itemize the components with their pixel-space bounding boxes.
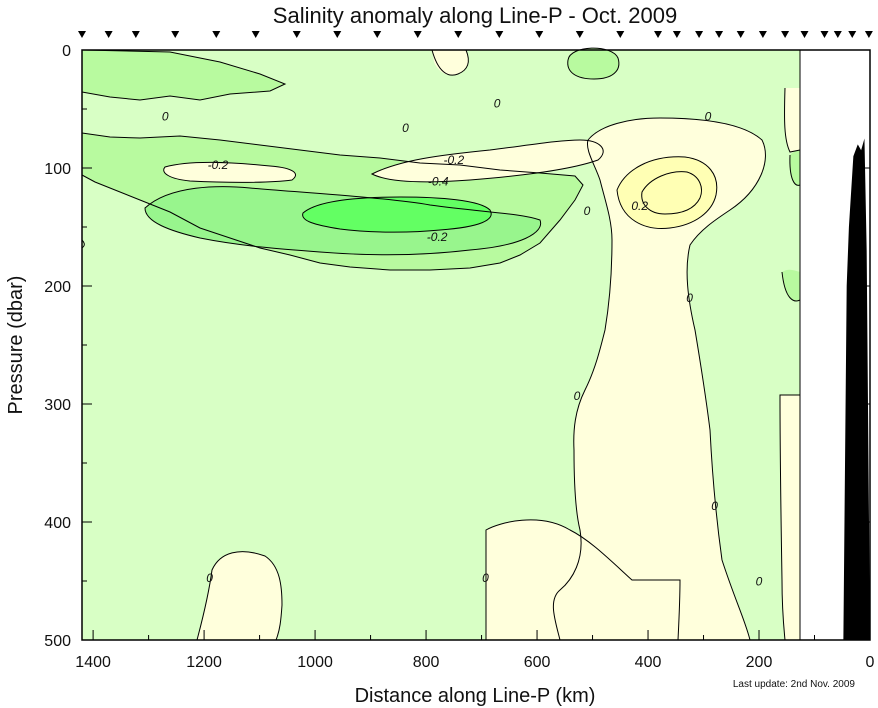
contour-label: 0 [705, 109, 712, 123]
contour-line [302, 196, 492, 233]
station-markers [78, 31, 873, 38]
contour-label: -0.2 [208, 158, 229, 172]
contour-line [196, 551, 283, 641]
contour-label: 0 [162, 109, 169, 123]
y-tick-label: 500 [44, 633, 71, 650]
contour-label: -0.2 [427, 230, 448, 244]
contour-label: 0 [402, 121, 409, 135]
x-tick-label: 1400 [75, 654, 111, 671]
y-tick-label: 100 [44, 161, 71, 178]
contour-line [370, 139, 604, 183]
x-tick-label: 400 [635, 654, 662, 671]
station-marker [695, 31, 704, 38]
contour-line [81, 132, 584, 271]
station-marker [715, 31, 724, 38]
station-marker [292, 31, 301, 38]
x-tick-label: 1000 [297, 654, 333, 671]
y-tick-label: 0 [62, 43, 71, 60]
x-tick-label: 600 [524, 654, 551, 671]
y-tick-label: 200 [44, 279, 71, 296]
station-marker [212, 31, 221, 38]
contour-line [587, 117, 766, 641]
positive-core-ring [641, 171, 702, 214]
station-marker [758, 31, 767, 38]
contour-labels: 0 0 0 0 -0.2 -0.2 -0.4 -0.2 0 0.2 0 0 0 0 0 0 [162, 96, 763, 588]
station-marker [654, 31, 663, 38]
station-marker [848, 31, 857, 38]
right-edge-lower-positive-cell [780, 395, 800, 640]
contour-line [81, 49, 287, 101]
station-marker [800, 31, 809, 38]
y-tick-label: 400 [44, 515, 71, 532]
y-axis-label: Pressure (dbar) [5, 276, 27, 415]
contour-line [144, 186, 542, 256]
contour-line [567, 47, 620, 80]
station-marker [333, 31, 342, 38]
bathymetry [843, 138, 870, 640]
station-marker [575, 31, 584, 38]
station-marker [781, 31, 790, 38]
x-axis-ticks: 1400 1200 1000 800 600 400 200 0 [75, 630, 875, 671]
contour-line [552, 139, 613, 641]
station-marker [495, 31, 504, 38]
contour-line [641, 171, 702, 215]
contour-line [616, 156, 718, 229]
core-negative-band [302, 197, 492, 233]
contour-lines [81, 47, 801, 641]
contour-line [431, 49, 469, 76]
contour-label: 0 [574, 389, 581, 403]
plot-area [82, 48, 800, 640]
contour-label: -0.4 [428, 174, 449, 188]
contour-label: 0 [206, 571, 213, 585]
right-edge-positive-cell [784, 88, 800, 152]
station-marker [78, 31, 86, 38]
station-marker [104, 31, 113, 38]
upper-left-positive-lens [163, 162, 296, 183]
contour-label: 0 [584, 204, 591, 218]
contour-label: 0 [756, 574, 763, 588]
contour-label: 0.2 [631, 199, 648, 213]
station-marker [373, 31, 382, 38]
contour-line [485, 519, 681, 641]
x-tick-label: 1200 [186, 654, 222, 671]
station-marker [820, 31, 829, 38]
station-marker [413, 31, 422, 38]
station-marker [833, 31, 842, 38]
station-marker [672, 31, 681, 38]
contour-label: 0 [482, 571, 489, 585]
x-tick-label: 800 [413, 654, 440, 671]
contour-line [779, 394, 800, 641]
contour-line [789, 154, 801, 186]
station-marker [736, 31, 745, 38]
contour-line [163, 161, 296, 183]
upper-right-cell [567, 48, 619, 79]
x-tick-label: 0 [866, 654, 875, 671]
right-edge-mid-negative-cell [789, 150, 800, 186]
contour-line [781, 271, 801, 302]
station-marker [535, 31, 544, 38]
y-axis-ticks: 0 100 200 300 400 500 [44, 43, 870, 650]
bottom-left-positive-cell [197, 551, 282, 640]
station-marker [251, 31, 260, 38]
contour-label: 0 [711, 499, 718, 513]
lower-positive-wedge [486, 519, 680, 640]
last-update-note: Last update: 2nd Nov. 2009 [733, 679, 856, 690]
x-tick-label: 200 [746, 654, 773, 671]
station-marker [131, 31, 140, 38]
y-tick-label: 300 [44, 397, 71, 414]
contour-label: 0 [686, 291, 693, 305]
station-marker [454, 31, 463, 38]
right-positive-column [486, 118, 766, 640]
contour-label: 0 [494, 96, 501, 110]
right-edge-mid-negative-cell-2 [782, 269, 800, 301]
station-marker [864, 31, 873, 38]
contour-label: -0.2 [443, 153, 464, 167]
station-marker [171, 31, 180, 38]
chart-title: Salinity anomaly along Line-P - Oct. 200… [273, 3, 677, 28]
contour-line [784, 87, 801, 153]
upper-negative-lens [82, 50, 285, 100]
x-axis-label: Distance along Line-P (km) [355, 685, 596, 707]
station-marker [616, 31, 625, 38]
